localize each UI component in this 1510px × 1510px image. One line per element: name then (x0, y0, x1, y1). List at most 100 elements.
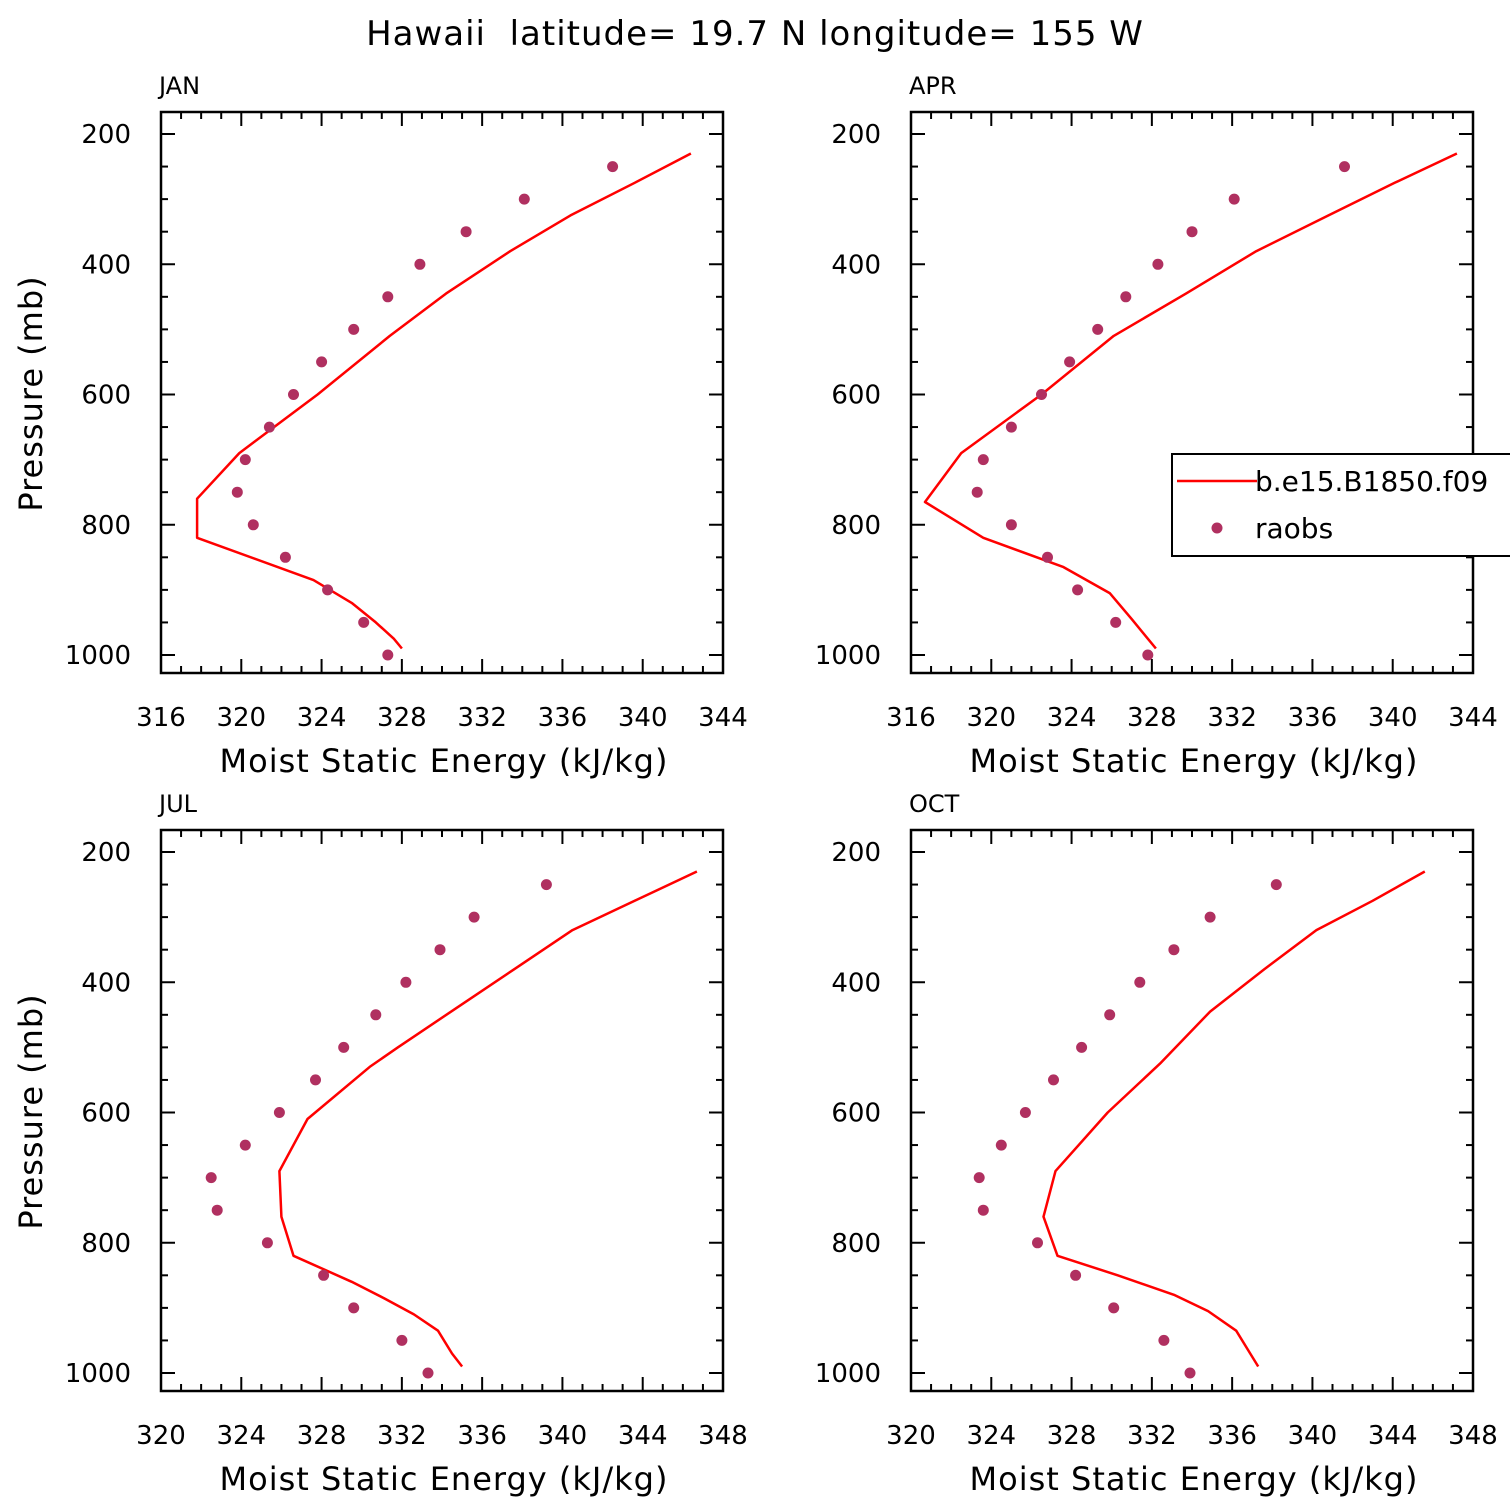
y-tick-label: 800 (831, 511, 881, 541)
y-tick-label: 600 (81, 381, 131, 411)
obs-point (1108, 1302, 1120, 1314)
obs-point (322, 584, 334, 596)
x-tick-label: 316 (136, 703, 186, 733)
x-tick-label: 320 (886, 1421, 936, 1451)
y-tick-label: 800 (81, 1229, 131, 1259)
y-tick-label: 200 (81, 838, 131, 868)
obs-point (247, 519, 259, 531)
y-tick-label: 400 (81, 250, 131, 280)
x-axis-title: Moist Static Energy (kJ/kg) (970, 742, 1419, 780)
x-tick-label: 340 (1368, 703, 1418, 733)
y-tick-label: 400 (831, 968, 881, 998)
obs-point (977, 454, 989, 466)
obs-point (205, 1172, 217, 1184)
obs-point (1092, 323, 1104, 335)
y-axis-title: Pressure (mb) (12, 993, 50, 1229)
obs-point (1339, 161, 1350, 173)
y-tick-label: 800 (81, 511, 131, 541)
obs-point (239, 1139, 251, 1151)
obs-point (348, 323, 360, 335)
y-tick-label: 600 (831, 1099, 881, 1129)
obs-point (1104, 1009, 1116, 1021)
obs-point (382, 291, 394, 303)
obs-point (396, 1334, 408, 1346)
y-tick-label: 200 (831, 838, 881, 868)
panel-oct: 320 324 328 332 336 340 344 348 200 400 600 800 1000… (815, 790, 1498, 1498)
x-tick-label: 344 (1448, 703, 1498, 733)
obs-point (211, 1204, 223, 1216)
legend-point-swatch (1211, 522, 1223, 534)
panel-apr: 316 320 324 328 332 336 340 344 200 400 600 800 1000… (815, 72, 1510, 780)
y-tick-label: 1000 (65, 1359, 131, 1389)
x-tick-label: 348 (1448, 1421, 1498, 1451)
obs-point (279, 551, 291, 563)
obs-point (261, 1237, 273, 1249)
obs-point (977, 1204, 989, 1216)
panel-jul: 320 324 328 332 336 340 344 348 200 400 600 800 1000… (12, 790, 748, 1498)
x-tick-label: 328 (377, 703, 427, 733)
figure-title: Hawaii latitude= 19.7 N longitude= 155 W (366, 14, 1144, 54)
obs-point (1120, 291, 1132, 303)
model-line (195, 152, 692, 650)
y-tick-label: 1000 (815, 1359, 881, 1389)
x-tick-label: 320 (216, 703, 266, 733)
obs-point (1076, 1041, 1088, 1053)
obs-point (1005, 421, 1017, 433)
obs-point (1184, 1367, 1196, 1379)
obs-point (1064, 356, 1076, 368)
x-tick-label: 332 (457, 703, 507, 733)
obs-point (348, 1302, 360, 1314)
x-tick-label: 336 (1207, 1421, 1257, 1451)
y-tick-label: 400 (831, 250, 881, 280)
obs-point (1142, 649, 1154, 661)
plot-frame (159, 828, 725, 1393)
obs-point (318, 1269, 330, 1281)
legend-box (1171, 453, 1510, 557)
obs-point (263, 421, 275, 433)
legend-obs-label: raobs (1255, 512, 1333, 545)
y-tick-label: 1000 (815, 641, 881, 671)
x-axis-title: Moist Static Energy (kJ/kg) (970, 1460, 1419, 1498)
obs-point (1032, 1237, 1043, 1249)
y-tick-label: 400 (81, 968, 131, 998)
x-tick-label: 336 (1288, 703, 1338, 733)
legend-model-label: b.e15.B1850.f09 (1255, 465, 1488, 498)
y-tick-label: 200 (831, 120, 881, 150)
x-tick-label: 328 (1127, 703, 1177, 733)
plot-frame (159, 110, 725, 675)
obs-point (1072, 584, 1084, 596)
obs-point (1204, 911, 1216, 923)
x-tick-label: 320 (966, 703, 1016, 733)
x-tick-label: 324 (966, 1421, 1016, 1451)
obs-point (995, 1139, 1007, 1151)
obs-point (1036, 389, 1047, 400)
x-tick-label: 320 (136, 1421, 186, 1451)
obs-point (422, 1367, 434, 1379)
obs-point (1228, 193, 1240, 205)
panel-title: APR (909, 72, 957, 100)
x-tick-label: 328 (297, 1421, 347, 1451)
y-tick-label: 600 (831, 381, 881, 411)
model-line (923, 152, 1458, 650)
x-tick-label: 332 (1207, 703, 1257, 733)
obs-point (1186, 226, 1198, 238)
obs-point (231, 486, 243, 498)
panel-jan: 316 320 324 328 332 336 340 344 200 400 600 800 1000… (12, 72, 748, 780)
obs-point (973, 1172, 985, 1184)
x-tick-label: 336 (457, 1421, 507, 1451)
y-tick-label: 1000 (65, 641, 131, 671)
x-tick-label: 332 (1127, 1421, 1177, 1451)
x-axis-title: Moist Static Energy (kJ/kg) (220, 1460, 669, 1498)
obs-point (540, 879, 552, 891)
obs-point (338, 1041, 350, 1053)
obs-point (316, 356, 328, 368)
x-tick-label: 336 (538, 703, 588, 733)
x-tick-label: 348 (698, 1421, 748, 1451)
y-tick-label: 600 (81, 1099, 131, 1129)
obs-point (607, 161, 619, 173)
obs-point (518, 193, 530, 205)
obs-point (288, 389, 299, 400)
obs-point (460, 226, 472, 238)
obs-point (1158, 1334, 1170, 1346)
